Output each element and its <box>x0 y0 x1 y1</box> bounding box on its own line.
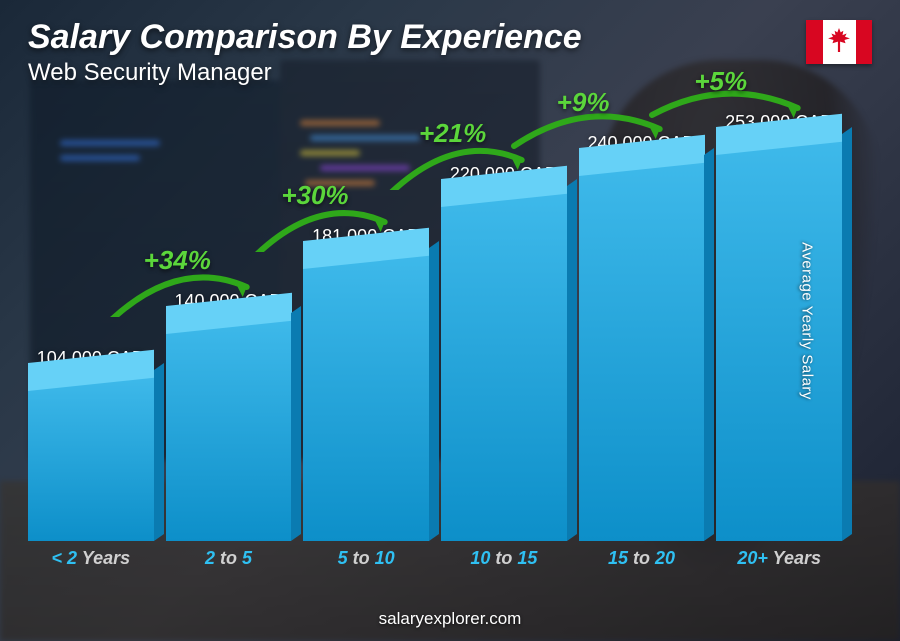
bar-category-label: 2 to 5 <box>166 548 292 569</box>
bar-slot: 253,000 CAD20+ Years <box>716 112 842 541</box>
bar <box>716 141 842 541</box>
country-flag-icon <box>806 20 872 64</box>
page-title: Salary Comparison By Experience <box>28 18 872 57</box>
bar <box>166 320 292 541</box>
bar-category-label: 15 to 20 <box>579 548 705 569</box>
bar-slot: 140,000 CAD2 to 5 <box>166 291 292 541</box>
y-axis-label: Average Yearly Salary <box>799 242 816 400</box>
bar <box>441 193 567 541</box>
bar-category-label: 20+ Years <box>716 548 842 569</box>
bar <box>303 255 429 541</box>
bar-slot: 220,000 CAD10 to 15 <box>441 164 567 541</box>
bar-category-label: < 2 Years <box>28 548 154 569</box>
bar-slot: 181,000 CAD5 to 10 <box>303 226 429 541</box>
footer-attribution: salaryexplorer.com <box>0 609 900 629</box>
bar-slot: 104,000 CAD< 2 Years <box>28 348 154 541</box>
page-subtitle: Web Security Manager <box>28 59 872 87</box>
bar-category-label: 5 to 10 <box>303 548 429 569</box>
bar <box>28 377 154 541</box>
bar <box>579 162 705 541</box>
bar-category-label: 10 to 15 <box>441 548 567 569</box>
bar-slot: 240,000 CAD15 to 20 <box>579 133 705 541</box>
bar-chart: 104,000 CAD< 2 Years140,000 CAD2 to 5181… <box>28 110 842 569</box>
